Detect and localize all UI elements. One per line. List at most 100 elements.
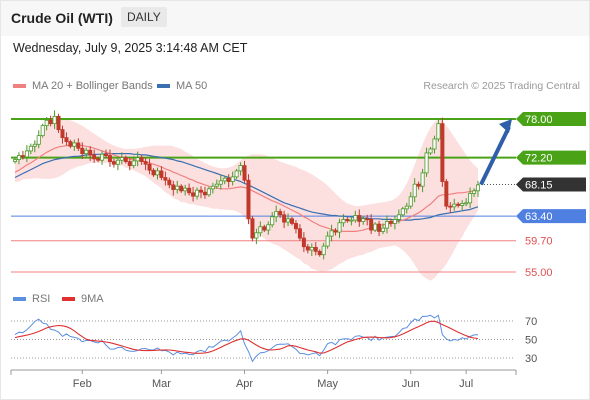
level-label-72-20: 72.20 xyxy=(525,153,553,165)
candle-body xyxy=(175,185,180,190)
candle-body xyxy=(143,161,148,165)
candle xyxy=(416,181,421,190)
candle-body xyxy=(206,188,211,196)
candle xyxy=(313,242,318,256)
candle xyxy=(230,171,235,186)
rsi-line xyxy=(14,314,479,363)
candle-body xyxy=(460,203,465,206)
candle xyxy=(195,187,200,200)
candle-body xyxy=(282,214,287,223)
candle-body xyxy=(111,161,116,165)
candle-body xyxy=(187,187,192,194)
legend-rsi: RSI xyxy=(13,293,50,305)
candle xyxy=(151,168,156,177)
candle xyxy=(408,192,413,209)
projection-arrow-head xyxy=(499,119,512,133)
legend-ma20: MA 20 + Bollinger Bands xyxy=(13,80,153,92)
candle xyxy=(40,123,45,138)
candle xyxy=(76,138,81,151)
candle-body xyxy=(408,196,413,207)
candle xyxy=(96,156,101,163)
rsi-label: RSI xyxy=(32,293,51,305)
candle-body xyxy=(373,223,378,231)
rsi-swatch xyxy=(13,297,26,301)
candle xyxy=(12,157,17,164)
candle xyxy=(226,174,231,188)
candle xyxy=(436,119,441,142)
candle xyxy=(198,186,203,199)
candle xyxy=(278,208,283,219)
candle xyxy=(28,143,33,155)
ma20-label: MA 20 + Bollinger Bands xyxy=(32,80,153,92)
candle-body xyxy=(198,189,203,193)
candle xyxy=(139,154,144,165)
candle-body xyxy=(400,208,405,216)
candle xyxy=(80,142,85,159)
candle-body xyxy=(123,157,128,162)
candle xyxy=(222,175,227,185)
candle xyxy=(167,177,172,189)
candle-body xyxy=(24,150,29,158)
candle-body xyxy=(20,155,25,158)
candle-body xyxy=(135,157,140,162)
candle-body xyxy=(32,143,37,147)
candle-body xyxy=(230,176,235,182)
candle xyxy=(448,202,453,213)
candle-body xyxy=(242,165,247,181)
candle-body xyxy=(202,191,207,196)
candle xyxy=(175,180,180,194)
candle xyxy=(44,117,49,131)
candle xyxy=(361,216,366,225)
candle-body xyxy=(456,203,461,206)
candle xyxy=(179,184,184,193)
candle xyxy=(171,180,176,196)
candle-body xyxy=(440,123,445,182)
candle xyxy=(440,117,445,187)
candle-body xyxy=(107,155,112,162)
candle-body xyxy=(475,184,480,192)
candle xyxy=(246,174,251,225)
candle-body xyxy=(333,230,338,233)
candle-body xyxy=(127,161,132,166)
candle xyxy=(353,210,358,223)
candle-body xyxy=(151,169,156,176)
level-label-68-15: 68.15 xyxy=(525,180,553,192)
projection-arrow-shaft xyxy=(479,126,511,186)
candle xyxy=(301,232,306,253)
candle xyxy=(183,184,188,196)
level-tag-bg-72-20 xyxy=(516,150,586,165)
credit-text: Research © 2025 Trading Central xyxy=(423,80,580,92)
candle xyxy=(88,146,93,161)
candle xyxy=(282,210,287,229)
candle-body xyxy=(472,190,477,194)
candle xyxy=(64,132,69,146)
candle xyxy=(56,113,61,133)
candle xyxy=(214,179,219,189)
candle-body xyxy=(12,159,17,162)
candle xyxy=(24,144,29,163)
timeframe-badge[interactable]: DAILY xyxy=(121,7,167,27)
candle-body xyxy=(96,158,101,161)
candle xyxy=(72,139,77,151)
candle-body xyxy=(28,145,33,152)
candle xyxy=(333,228,338,236)
candle xyxy=(238,162,243,176)
candle-body xyxy=(388,221,393,224)
level-label-63-40: 63.40 xyxy=(525,211,553,223)
candle-body xyxy=(384,221,389,229)
candle-body xyxy=(369,219,374,231)
candle-body xyxy=(76,142,81,149)
level-tag-bg-78-00 xyxy=(516,112,586,126)
candle-body xyxy=(258,226,263,234)
x-label-jul: Jul xyxy=(459,378,473,390)
candle xyxy=(424,147,429,177)
candle xyxy=(36,130,41,149)
candle-body xyxy=(278,211,283,216)
candle xyxy=(20,150,25,160)
candle-body xyxy=(226,177,231,182)
candle-body xyxy=(183,187,188,192)
candle xyxy=(84,147,89,157)
candle-body xyxy=(412,183,417,198)
candle-body xyxy=(436,123,441,140)
